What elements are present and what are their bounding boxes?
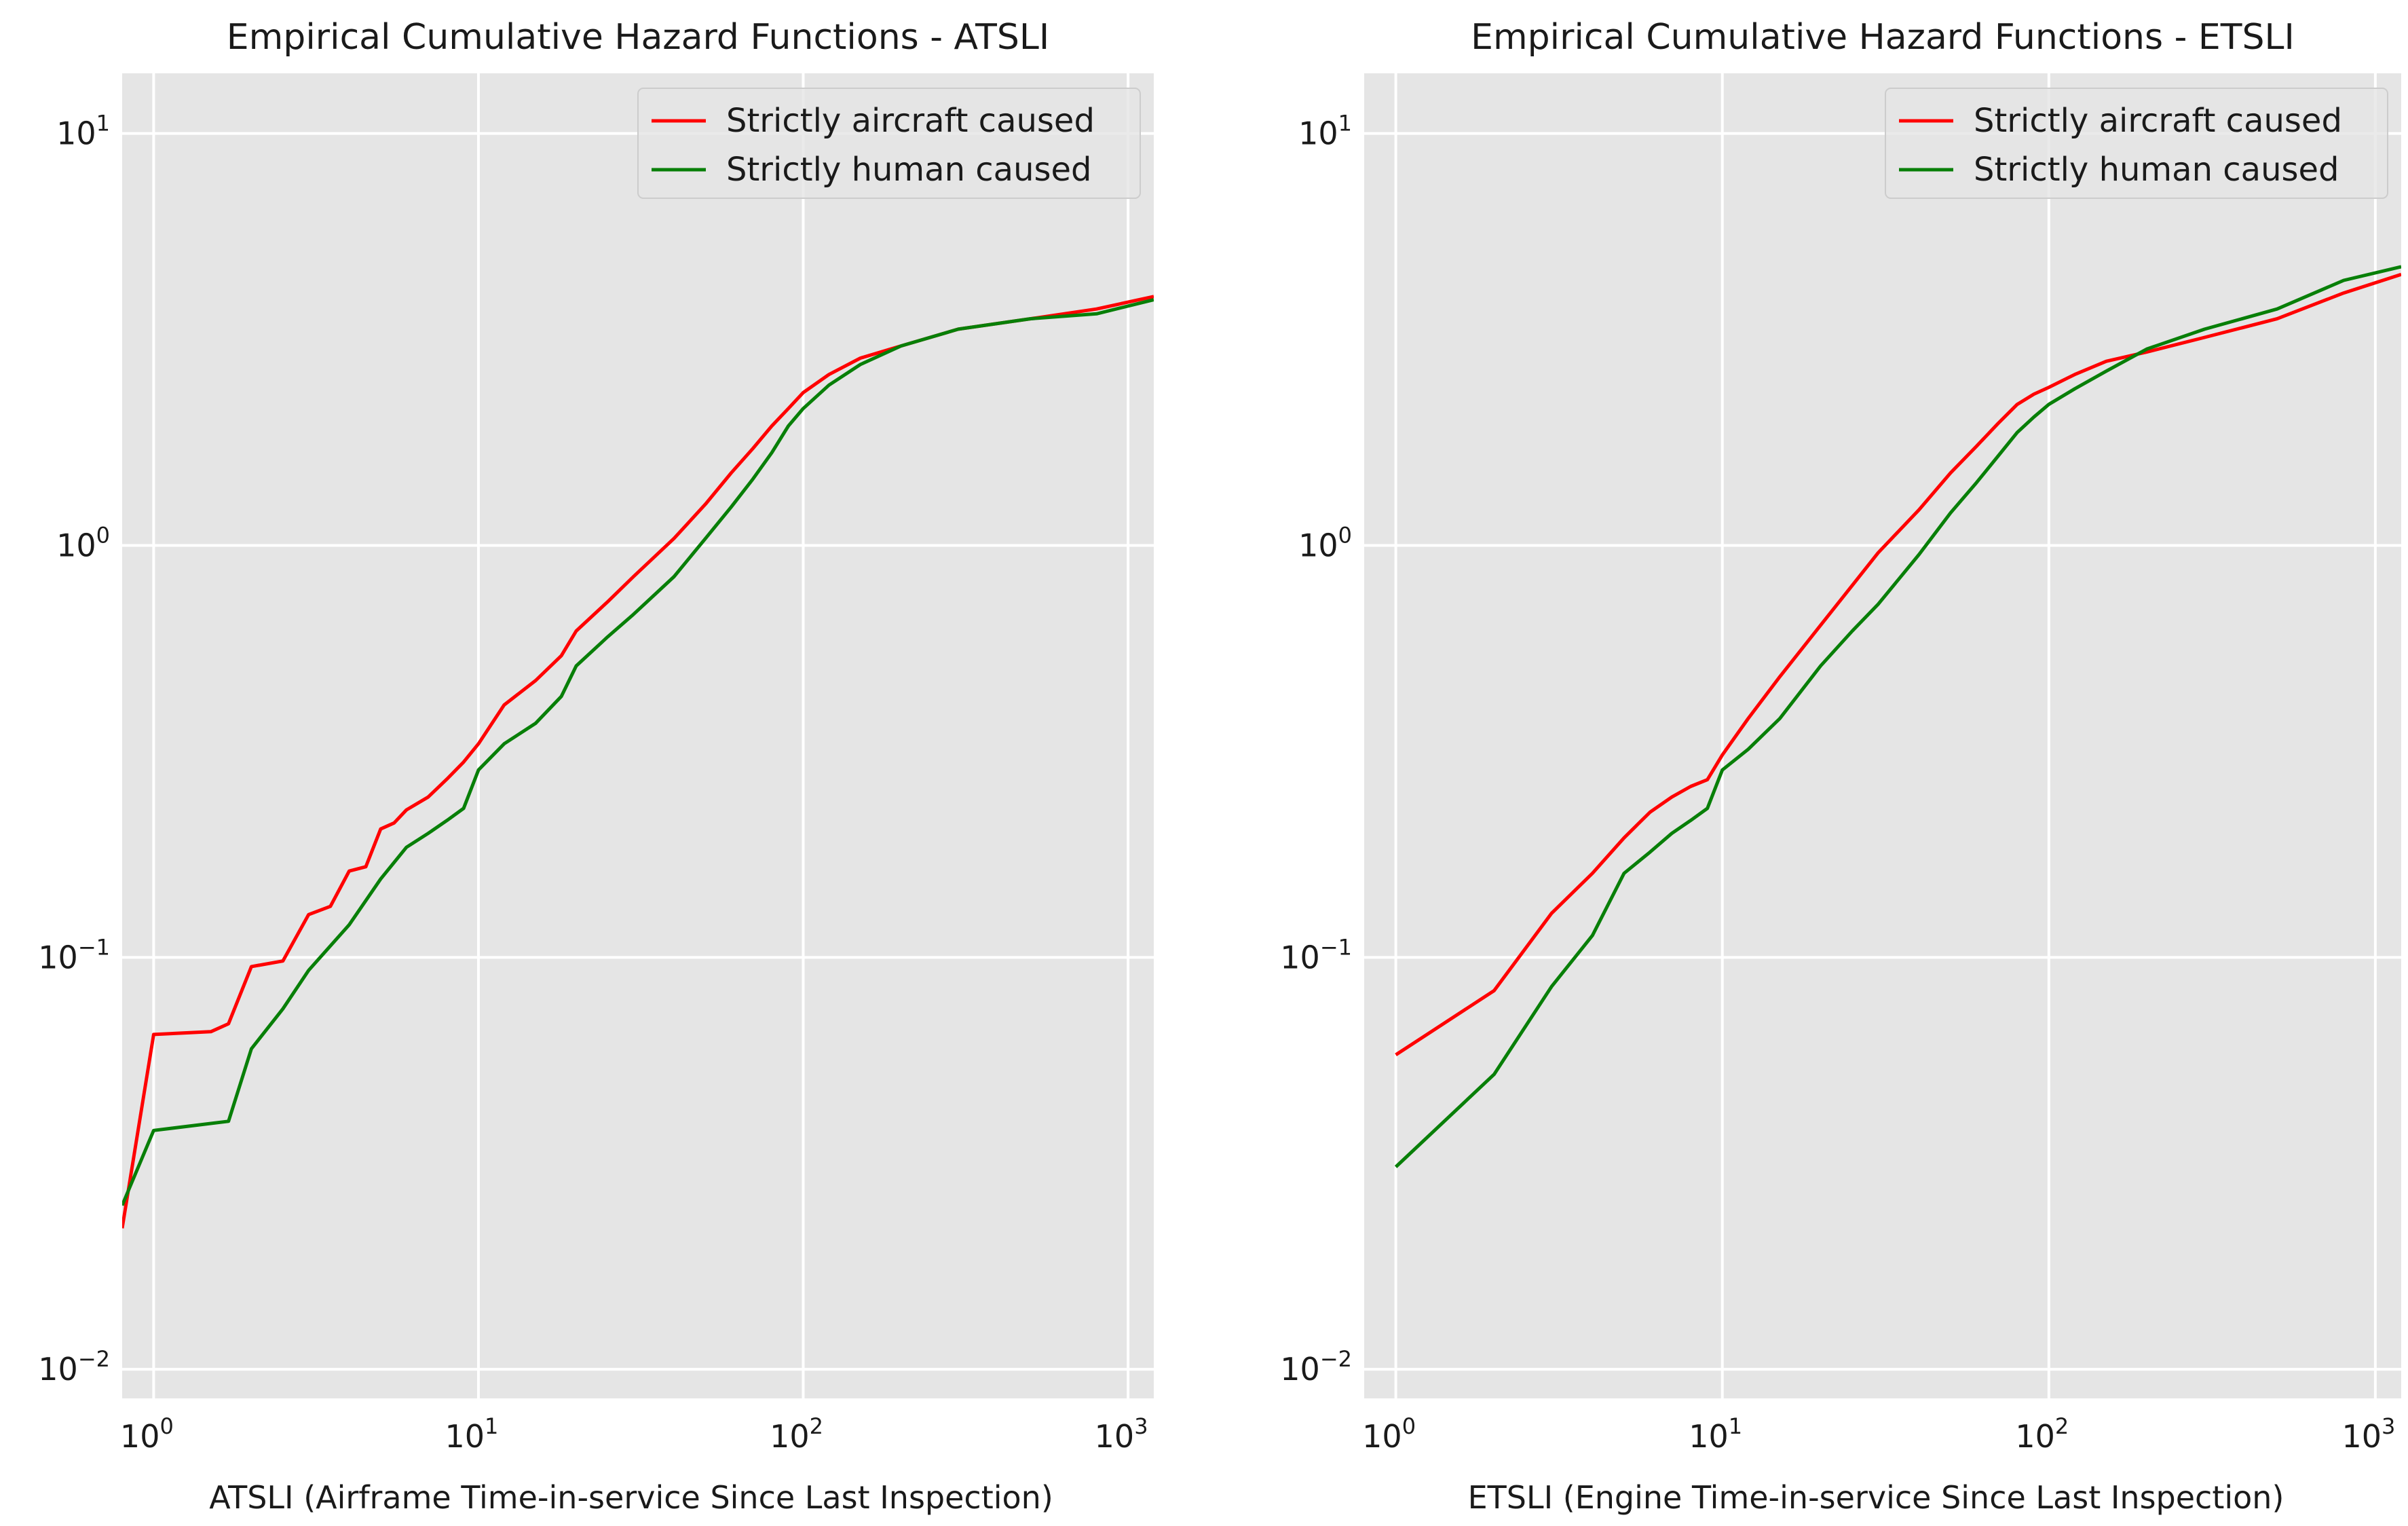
y-tick-label-exponent: 1 [96,111,110,136]
y-tick-label-base: 10 [56,527,96,564]
y-tick-label-base: 10 [1280,939,1320,975]
x-tick-label: 100 [120,1413,174,1455]
legend-box [637,88,1141,199]
series-line-aircraft [1395,272,2401,1056]
chart-title: Empirical Cumulative Hazard Functions - … [1471,17,2295,58]
x-tick-label-base: 10 [1689,1418,1729,1455]
x-tick-label: 103 [1095,1413,1148,1455]
y-tick-label-exponent: −1 [1320,934,1352,960]
x-tick-label-exponent: 2 [2055,1413,2069,1439]
x-tick-label-exponent: 1 [485,1413,498,1439]
x-tick-label-base: 10 [770,1418,810,1455]
y-tick-label: 100 [56,523,110,564]
x-tick-label-base: 10 [1362,1418,1402,1455]
y-tick-label-exponent: 0 [1338,523,1352,548]
x-tick-label: 101 [445,1413,499,1455]
x-tick-label: 101 [1689,1413,1742,1455]
legend-box [1885,88,2388,199]
y-tick-label: 10−1 [38,934,110,975]
y-tick-label-base: 10 [38,1351,78,1388]
series-line-human [1394,265,2401,1168]
legend-label: Strictly aircraft caused [726,102,1095,140]
x-tick-label-exponent: 2 [810,1413,823,1439]
legend: Strictly aircraft caused Strictly human c… [1885,88,2388,199]
x-tick-label-base: 10 [1095,1418,1135,1455]
y-tick-label-exponent: 0 [96,523,110,548]
y-tick-label-exponent: −1 [78,934,110,960]
y-tick-label-base: 10 [56,115,96,152]
x-tick-label-base: 10 [2341,1418,2382,1455]
y-tick-label: 101 [1298,111,1352,152]
y-tick-label-base: 10 [1298,115,1338,152]
plot-area [1364,73,2401,1398]
x-tick-label-exponent: 1 [1729,1413,1742,1439]
y-tick-label: 10−2 [1280,1346,1352,1388]
series-line-aircraft [122,295,1154,1229]
y-tick-label-exponent: 1 [1338,111,1352,136]
y-tick-label-base: 10 [1280,1351,1320,1388]
legend-label: Strictly aircraft caused [1974,102,2342,140]
x-tick-label-base: 10 [2015,1418,2055,1455]
plot-area [122,73,1154,1398]
y-tick-label-base: 10 [38,939,78,975]
x-tick-label-exponent: 0 [1402,1413,1416,1439]
x-tick-label: 100 [1362,1413,1416,1455]
y-tick-label: 10−2 [38,1346,110,1388]
y-tick-label: 101 [56,111,110,152]
y-tick-label-exponent: −2 [78,1346,110,1372]
x-tick-label: 103 [2341,1413,2395,1455]
legend-label: Strictly human caused [726,151,1092,189]
y-tick-label: 10−1 [1280,934,1352,975]
chart-title: Empirical Cumulative Hazard Functions - … [227,17,1049,58]
x-tick-label-base: 10 [120,1418,160,1455]
x-tick-label-exponent: 3 [2382,1413,2395,1439]
legend-label: Strictly human caused [1974,151,2339,189]
x-axis-label: ATSLI (Airframe Time-in-service Since La… [209,1479,1053,1516]
y-tick-label-exponent: −2 [1320,1346,1352,1372]
x-tick-label-exponent: 0 [159,1413,173,1439]
y-tick-label-base: 10 [1298,527,1338,564]
series-line-human [122,298,1154,1206]
x-tick-label-base: 10 [445,1418,485,1455]
legend: Strictly aircraft caused Strictly human c… [637,88,1141,199]
x-tick-label: 102 [770,1413,823,1455]
x-axis-label: ETSLI (Engine Time-in-service Since Last… [1468,1479,2284,1516]
y-tick-label: 100 [1298,523,1352,564]
x-tick-label-exponent: 3 [1134,1413,1148,1439]
x-tick-label: 102 [2015,1413,2069,1455]
